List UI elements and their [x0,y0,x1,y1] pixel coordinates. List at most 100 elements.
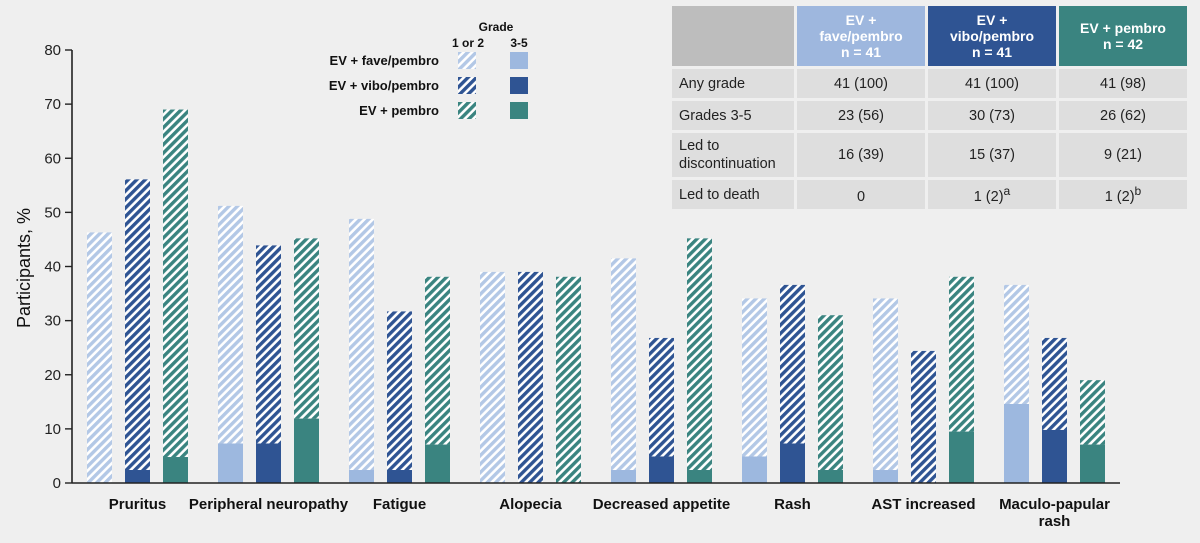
table-cell: 1 (2)a [928,180,1056,209]
bar-grade-1-2 [818,315,843,471]
x-tick-label: Rash [774,496,811,513]
footnote-a: a [1003,184,1011,199]
bar-grade-1-2 [649,337,674,457]
legend-entry: EV + vibo/pembro [329,78,439,93]
bar-grade-1-2 [687,238,712,471]
bar-grade-1-2 [780,284,805,444]
table-row: Led to discontinuation 16 (39) 15 (37) 9… [672,133,1187,177]
bar-grade-3-5 [780,443,805,483]
bar-grade-1-2 [480,271,505,483]
bar-grade-3-5 [1042,429,1067,483]
bar-grade-3-5 [163,457,188,483]
y-tick-label: 30 [44,313,61,330]
bar-grade-1-2 [294,238,319,419]
table-cell: 1 (2)b [1059,180,1187,209]
x-tick-label: rash [1039,513,1071,530]
x-tick-label: Pruritus [109,496,167,513]
bar-grade-1-2 [1042,337,1067,430]
y-tick-label: 20 [44,367,61,384]
bar-grade-3-5 [949,431,974,483]
table-cell: 30 (73) [928,101,1056,130]
bar-grade-3-5 [218,443,243,483]
bar-grade-1-2 [349,218,374,471]
x-tick-label: Maculo-papular [999,496,1110,513]
table-cell: 0 [797,180,925,209]
bar-grade-3-5 [1004,403,1029,483]
bar-grade-1-2 [256,245,281,444]
bar-grade-1-2 [1004,284,1029,404]
bar-grade-1-2 [1080,380,1105,445]
table-row: Any grade 41 (100) 41 (100) 41 (98) [672,69,1187,98]
bar-grade-1-2 [911,350,936,483]
bar-grade-3-5 [349,470,374,483]
table-corner [672,6,794,66]
legend-swatch-solid [510,52,528,69]
bar-grade-3-5 [687,470,712,483]
table-cell: 41 (100) [797,69,925,98]
x-tick-label: AST increased [871,496,975,513]
bar-grade-3-5 [125,470,150,483]
legend-swatch-hatched [458,52,476,69]
table-cell: 23 (56) [797,101,925,130]
bar-grade-1-2 [949,276,974,432]
bar-grade-3-5 [742,456,767,483]
bar-grade-3-5 [1080,444,1105,483]
legend-swatch-solid [510,102,528,119]
y-tick-label: 70 [44,96,61,113]
table-header-pembro: EV + pembro n = 42 [1059,6,1187,66]
table-cell: 15 (37) [928,133,1056,177]
bar-grade-3-5 [873,470,898,483]
x-tick-label: Alopecia [499,496,562,513]
bar-grade-1-2 [425,276,450,445]
y-tick-label: 40 [44,259,61,276]
adverse-events-table: EV + fave/pembro n = 41 EV + vibo/pembro… [669,3,1190,212]
table-row: Grades 3-5 23 (56) 30 (73) 26 (62) [672,101,1187,130]
bar-grade-1-2 [556,276,581,483]
bar-grade-1-2 [387,311,412,471]
bar-grade-1-2 [218,205,243,444]
bar-grade-3-5 [387,470,412,483]
bar-grade-3-5 [649,456,674,483]
bar-grade-3-5 [294,418,319,483]
bar-grade-1-2 [742,298,767,457]
legend-title: Grade [479,20,514,34]
bar-grade-1-2 [611,258,636,471]
x-tick-label: Peripheral neuropathy [189,496,349,513]
row-label: Led to discontinuation [672,133,794,177]
bar-grade-1-2 [125,179,150,471]
y-tick-label: 60 [44,150,61,167]
bar-grade-3-5 [256,443,281,483]
y-tick-label: 0 [53,475,61,492]
bar-grade-1-2 [163,109,188,458]
table-cell: 26 (62) [1059,101,1187,130]
row-label: Led to death [672,180,794,209]
y-axis: 0 10 20 30 40 50 60 70 80 [44,42,73,492]
y-tick-label: 10 [44,421,61,438]
bar-grade-3-5 [611,470,636,483]
x-tick-label: Fatigue [373,496,426,513]
legend: Grade 1 or 2 3-5 EV + fave/pembro EV + vibo/… [329,20,528,119]
legend-entry: EV + pembro [359,103,439,118]
y-tick-label: 50 [44,204,61,221]
x-axis: Pruritus Peripheral neuropathy Fatigue Alop… [72,482,1120,530]
legend-entry: EV + fave/pembro [330,53,440,68]
table-header-row: EV + fave/pembro n = 41 EV + vibo/pembro… [672,6,1187,66]
table-header-fave: EV + fave/pembro n = 41 [797,6,925,66]
row-label: Grades 3-5 [672,101,794,130]
bar-grade-1-2 [518,271,543,483]
table-cell: 16 (39) [797,133,925,177]
bar-grade-3-5 [425,444,450,483]
bars [87,109,1105,483]
bar-grade-3-5 [818,470,843,483]
footnote-b: b [1134,184,1142,199]
table-row: Led to death 0 1 (2)a 1 (2)b [672,180,1187,209]
bar-grade-1-2 [87,232,112,483]
legend-col-grade-3-5: 3-5 [510,36,528,50]
table-cell: 41 (100) [928,69,1056,98]
legend-swatch-hatched [458,77,476,94]
legend-swatch-hatched [458,102,476,119]
row-label: Any grade [672,69,794,98]
y-tick-label: 80 [44,42,61,59]
table-header-vibo: EV + vibo/pembro n = 41 [928,6,1056,66]
